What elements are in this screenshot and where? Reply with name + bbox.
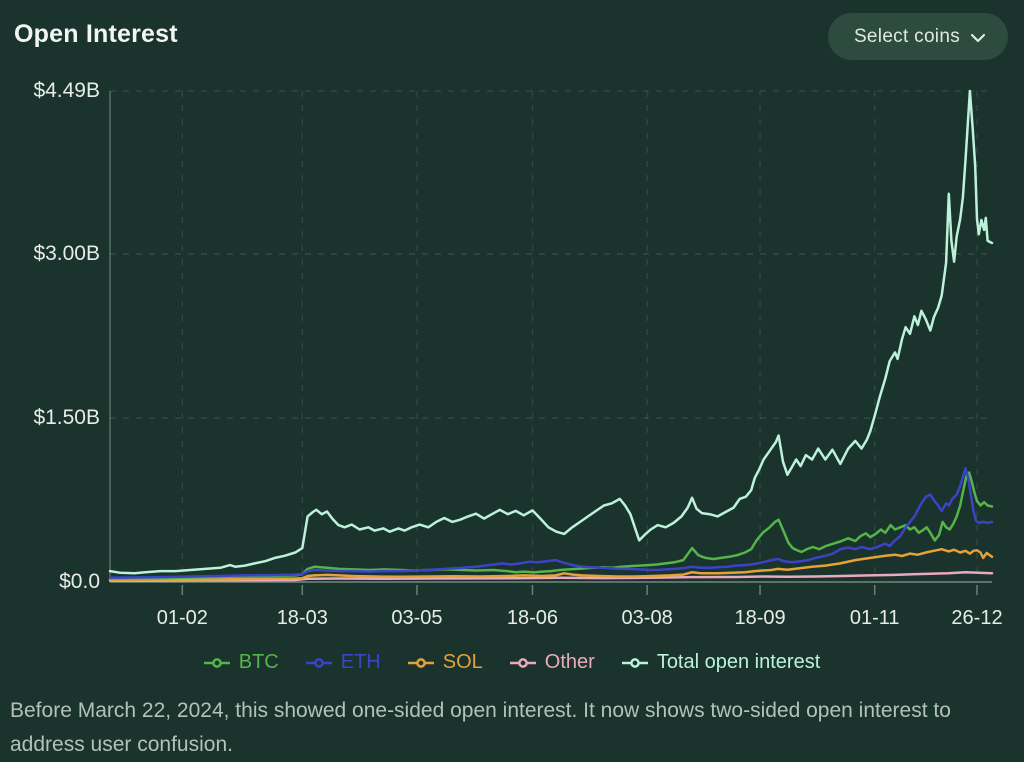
legend-label: Other — [544, 651, 595, 673]
legend-label: SOL — [442, 651, 483, 673]
page-title: Open Interest — [14, 20, 178, 48]
x-axis-label: 01-02 — [156, 607, 208, 629]
legend-marker-icon — [203, 657, 230, 668]
x-axis-label: 18-09 — [734, 607, 786, 629]
y-axis-label: $4.49B — [33, 79, 100, 102]
y-axis-label: $1.50B — [33, 405, 100, 429]
select-coins-label: Select coins — [853, 25, 960, 47]
legend-item-sol[interactable]: SOL — [407, 651, 483, 674]
series-line-btc — [108, 471, 994, 580]
legend-label: Total open interest — [656, 651, 821, 673]
chart-legend: BTC ETH SOL Other Total open interest — [0, 651, 1024, 674]
legend-marker-icon — [407, 657, 434, 668]
select-coins-button[interactable]: Select coins — [827, 13, 1008, 60]
chevron-down-icon — [970, 27, 986, 49]
legend-label: ETH — [340, 651, 381, 673]
legend-marker-icon — [509, 657, 536, 668]
legend-item-total[interactable]: Total open interest — [621, 651, 821, 674]
x-axis-label: 01-11 — [849, 607, 900, 629]
x-axis-label: 18-06 — [506, 607, 559, 629]
series-line-eth — [108, 467, 994, 579]
legend-item-btc[interactable]: BTC — [203, 651, 279, 674]
x-axis-label: 18-03 — [276, 607, 328, 629]
y-axis-label: $3.00B — [33, 241, 100, 265]
series-line-total-open-interest — [108, 89, 994, 575]
x-axis-label: 26-12 — [951, 607, 1003, 629]
legend-marker-icon — [621, 657, 648, 668]
series-line-sol — [108, 547, 994, 582]
x-axis-label: 03-08 — [621, 607, 673, 629]
chart-footnote: Before March 22, 2024, this showed one-s… — [10, 699, 951, 756]
y-axis-label: $0.0 — [59, 570, 100, 593]
legend-label: BTC — [238, 651, 279, 673]
x-axis-label: 03-05 — [391, 607, 443, 629]
legend-item-eth[interactable]: ETH — [305, 651, 381, 674]
legend-item-other[interactable]: Other — [509, 651, 595, 674]
legend-marker-icon — [305, 657, 332, 668]
